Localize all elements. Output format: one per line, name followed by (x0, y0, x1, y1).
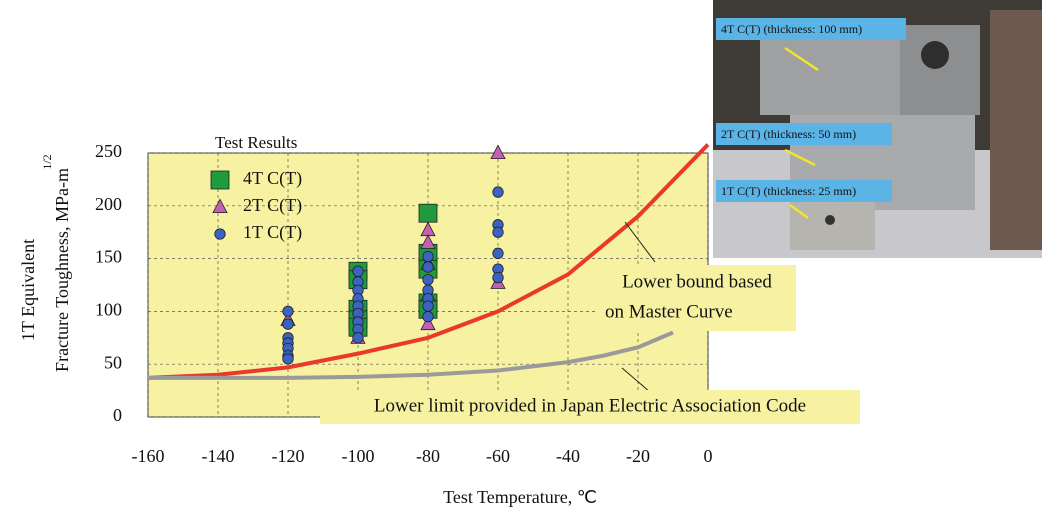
y-tick-label: 250 (95, 141, 122, 161)
marker-circle (422, 250, 434, 263)
marker-circle (492, 271, 504, 284)
annotation-box (320, 390, 860, 424)
x-tick-label: -140 (202, 446, 235, 466)
marker-triangle (420, 234, 436, 249)
marker-circle (492, 186, 504, 198)
annotation: Lower limit provided in Japan Electric A… (374, 395, 806, 416)
marker-triangle (420, 315, 436, 331)
marker-circle (352, 265, 364, 277)
x-tick-label: -40 (556, 446, 580, 466)
y-axis-title: Fracture Toughness, MPa-m (52, 168, 72, 372)
marker-circle (282, 353, 294, 365)
marker-circle (282, 318, 294, 330)
x-tick-label: -80 (416, 446, 440, 466)
legend-label: 4T C(T) (243, 168, 302, 189)
marker-circle (492, 247, 504, 259)
legend-label: 1T C(T) (243, 222, 302, 243)
annotation: Lower bound based (622, 271, 772, 292)
photo-label: 4T C(T) (thickness: 100 mm) (721, 22, 862, 36)
marker-circle (422, 311, 434, 323)
y-tick-label: 0 (113, 405, 122, 425)
annotation: on Master Curve (605, 301, 733, 322)
legend-marker (212, 198, 228, 214)
x-tick-label: -60 (486, 446, 510, 466)
x-tick-label: -20 (626, 446, 650, 466)
legend-title: Test Results (215, 133, 297, 152)
legend-label: 2T C(T) (243, 195, 302, 216)
marker-triangle (490, 144, 506, 160)
legend-marker (214, 228, 226, 240)
y-tick-label: 100 (95, 300, 122, 320)
marker-circle (422, 274, 434, 286)
marker-circle (422, 300, 434, 312)
x-tick-label: -100 (342, 446, 375, 466)
marker-square (418, 203, 438, 223)
y-axis-title: 1T Equivalent (18, 239, 38, 341)
pointer (624, 221, 656, 263)
photo-label: 2T C(T) (thickness: 50 mm) (721, 127, 856, 141)
marker-circle (352, 332, 364, 344)
x-tick-label: -160 (132, 446, 165, 466)
marker-circle (422, 261, 434, 273)
curve (148, 330, 674, 380)
marker-circle (282, 305, 294, 318)
marker-circle (492, 226, 504, 238)
y-tick-label: 200 (95, 194, 122, 214)
x-axis-title: Test Temperature, ℃ (443, 487, 597, 507)
annotation-box (598, 265, 796, 331)
x-tick-label: -120 (272, 446, 305, 466)
y-tick-label: 50 (104, 352, 122, 372)
pointer (621, 367, 651, 393)
curve (147, 143, 710, 380)
y-tick-label: 150 (95, 247, 122, 267)
photo-label: 1T C(T) (thickness: 25 mm) (721, 184, 856, 198)
x-tick-label: 0 (704, 446, 713, 466)
legend-marker (210, 170, 230, 190)
y-axis-title-sup: 1/2 (40, 154, 54, 169)
photo: 4T C(T) (thickness: 100 mm) 2T C(T) (thi… (713, 0, 1042, 258)
